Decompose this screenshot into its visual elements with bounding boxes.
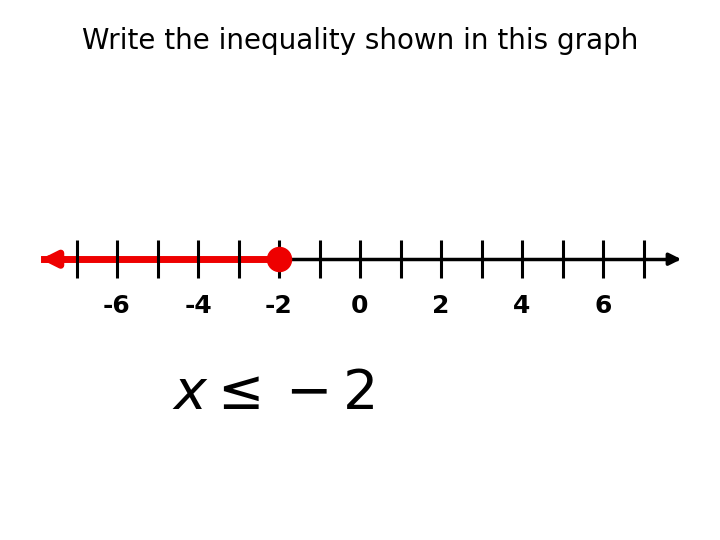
Text: -6: -6 <box>103 294 131 319</box>
Text: Write the inequality shown in this graph: Write the inequality shown in this graph <box>82 27 638 55</box>
Text: 0: 0 <box>351 294 369 319</box>
Text: 6: 6 <box>594 294 612 319</box>
Text: 2: 2 <box>432 294 450 319</box>
Text: $x \leq -2$: $x \leq -2$ <box>172 367 375 421</box>
Point <box>274 255 285 264</box>
Text: -4: -4 <box>184 294 212 319</box>
Text: 4: 4 <box>513 294 531 319</box>
Text: -2: -2 <box>265 294 293 319</box>
